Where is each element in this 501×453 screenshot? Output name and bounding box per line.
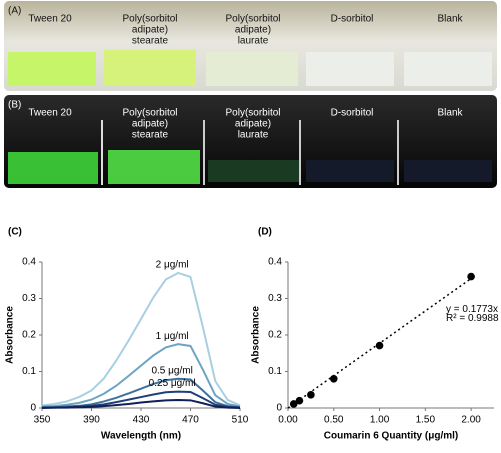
point bbox=[289, 400, 298, 408]
series-label: 0.25 μg/ml bbox=[149, 378, 196, 389]
x-axis-label: Wavelength (nm) bbox=[101, 431, 181, 442]
y-tick-label: 0.3 bbox=[268, 293, 282, 304]
x-tick-label: 510 bbox=[232, 415, 249, 426]
x-tick-label: 2.00 bbox=[461, 415, 481, 426]
panel-label: (D) bbox=[258, 227, 272, 238]
y-tick-label: 0.2 bbox=[22, 330, 36, 341]
y-tick-label: 0.1 bbox=[268, 366, 282, 377]
x-tick-label: 1.50 bbox=[416, 415, 436, 426]
sample-label: laurate bbox=[238, 130, 269, 141]
y-tick-label: 0.2 bbox=[268, 330, 282, 341]
point bbox=[295, 396, 304, 405]
y-axis-label: Absorbance bbox=[5, 306, 16, 364]
vials-a bbox=[8, 50, 492, 86]
x-tick-label: 390 bbox=[83, 415, 100, 426]
point bbox=[329, 375, 338, 383]
panel-label: (A) bbox=[8, 6, 21, 17]
x-tick-label: 1.00 bbox=[370, 415, 390, 426]
x-tick-label: 470 bbox=[182, 415, 199, 426]
y-tick-label: 0.4 bbox=[268, 257, 282, 268]
x-tick-label: 0.50 bbox=[324, 415, 344, 426]
sample-label: Tween 20 bbox=[28, 108, 72, 119]
vials-b bbox=[8, 120, 492, 185]
sample-label: stearate bbox=[132, 130, 169, 141]
sample-label: adipate) bbox=[235, 119, 271, 130]
x-axis-label: Coumarin 6 Quantity (μg/ml) bbox=[324, 431, 458, 442]
y-tick-label: 0.1 bbox=[22, 366, 36, 377]
sample-label: D-sorbitol bbox=[331, 14, 374, 25]
x-tick-label: 350 bbox=[34, 415, 51, 426]
sample-label: adipate) bbox=[235, 25, 271, 36]
series-line bbox=[41, 343, 241, 408]
y-tick-label: 0.3 bbox=[22, 293, 36, 304]
panel-label: (B) bbox=[8, 100, 21, 111]
series-label: 2 μg/ml bbox=[156, 260, 189, 271]
sample-label: Poly(sorbitol bbox=[225, 14, 280, 25]
trendline-equation: y = 0.1773x bbox=[446, 304, 498, 315]
sample-label: Blank bbox=[437, 14, 463, 25]
x-tick-label: 0.00 bbox=[278, 415, 298, 426]
sample-label: laurate bbox=[238, 36, 269, 47]
sample-label: stearate bbox=[132, 36, 169, 47]
point bbox=[375, 341, 384, 350]
sample-label: adipate) bbox=[132, 25, 168, 36]
sample-label: Blank bbox=[437, 108, 463, 119]
y-axis-label: Absorbance bbox=[251, 306, 262, 364]
sample-label: Poly(sorbitol bbox=[122, 14, 177, 25]
sample-label: adipate) bbox=[132, 119, 168, 130]
y-tick-label: 0 bbox=[276, 403, 282, 414]
x-tick-label: 430 bbox=[133, 415, 150, 426]
series-line bbox=[41, 271, 241, 407]
point bbox=[467, 272, 475, 281]
series-line bbox=[41, 398, 241, 409]
y-tick-label: 0.4 bbox=[22, 257, 36, 268]
sample-label: Tween 20 bbox=[28, 14, 72, 25]
trendline-r2: R² = 0.9988 bbox=[446, 313, 499, 324]
panel-label: (C) bbox=[8, 227, 22, 238]
series-label: 1 μg/ml bbox=[156, 331, 189, 342]
sample-label: D-sorbitol bbox=[331, 108, 374, 119]
point bbox=[307, 391, 315, 399]
series-label: 0.5 μg/ml bbox=[151, 365, 192, 376]
sample-label: Poly(sorbitol bbox=[225, 108, 280, 119]
trendline bbox=[287, 277, 472, 409]
sample-label: Poly(sorbitol bbox=[122, 108, 177, 119]
y-tick-label: 0 bbox=[30, 403, 36, 414]
